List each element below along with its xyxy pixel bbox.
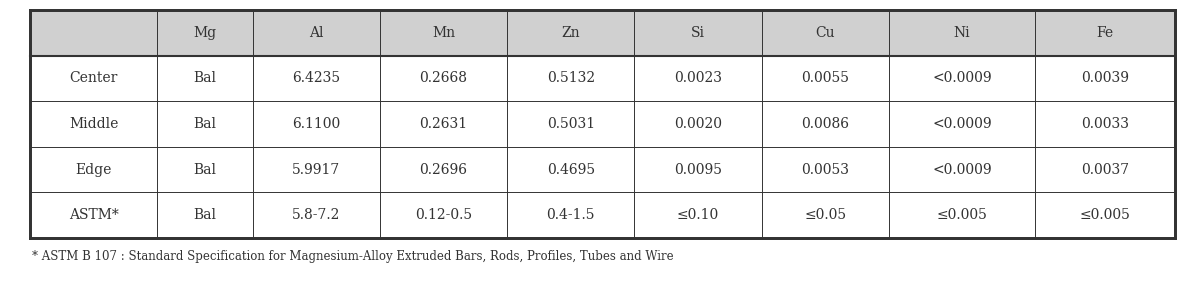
Bar xyxy=(1035,101,1176,147)
Text: 6.4235: 6.4235 xyxy=(292,71,340,85)
Text: Fe: Fe xyxy=(1096,26,1113,40)
Bar xyxy=(30,56,157,101)
Bar xyxy=(1035,10,1176,56)
Text: ≤0.05: ≤0.05 xyxy=(804,208,846,222)
Bar xyxy=(762,101,888,147)
Bar xyxy=(888,10,1035,56)
Text: 0.12-0.5: 0.12-0.5 xyxy=(415,208,472,222)
Bar xyxy=(635,10,762,56)
Text: Mg: Mg xyxy=(194,26,216,40)
Text: Cu: Cu xyxy=(815,26,835,40)
Bar xyxy=(252,147,380,192)
Text: 0.0095: 0.0095 xyxy=(674,163,722,177)
Text: ≤0.10: ≤0.10 xyxy=(677,208,719,222)
Bar xyxy=(30,101,157,147)
Text: 5.9917: 5.9917 xyxy=(292,163,340,177)
Text: 0.0039: 0.0039 xyxy=(1081,71,1129,85)
Bar xyxy=(507,56,635,101)
Text: 0.0037: 0.0037 xyxy=(1081,163,1129,177)
Text: Mn: Mn xyxy=(432,26,456,40)
Text: Bal: Bal xyxy=(194,163,216,177)
Text: 0.5132: 0.5132 xyxy=(547,71,595,85)
Bar xyxy=(157,10,252,56)
Bar xyxy=(507,192,635,238)
Bar xyxy=(507,147,635,192)
Text: Bal: Bal xyxy=(194,71,216,85)
Text: * ASTM B 107 : Standard Specification for Magnesium-Alloy Extruded Bars, Rods, P: * ASTM B 107 : Standard Specification fo… xyxy=(32,250,673,263)
Text: Center: Center xyxy=(70,71,118,85)
Bar xyxy=(762,192,888,238)
Text: 5.8-7.2: 5.8-7.2 xyxy=(292,208,340,222)
Text: 0.0020: 0.0020 xyxy=(674,117,722,131)
Text: 0.2631: 0.2631 xyxy=(419,117,468,131)
Bar xyxy=(380,101,507,147)
Bar xyxy=(380,192,507,238)
Text: 0.0055: 0.0055 xyxy=(802,71,849,85)
Bar xyxy=(1035,192,1176,238)
Text: ≤0.005: ≤0.005 xyxy=(1079,208,1130,222)
Bar xyxy=(1035,56,1176,101)
Text: <0.0009: <0.0009 xyxy=(932,117,992,131)
Bar xyxy=(380,147,507,192)
Bar xyxy=(635,192,762,238)
Text: Zn: Zn xyxy=(561,26,581,40)
Bar xyxy=(30,192,157,238)
Text: 0.4695: 0.4695 xyxy=(547,163,595,177)
Bar xyxy=(157,101,252,147)
Bar xyxy=(30,147,157,192)
Text: 0.2696: 0.2696 xyxy=(419,163,468,177)
Bar xyxy=(380,10,507,56)
Bar xyxy=(157,192,252,238)
Bar xyxy=(635,147,762,192)
Bar xyxy=(635,56,762,101)
Text: Ni: Ni xyxy=(953,26,970,40)
Text: 0.4-1.5: 0.4-1.5 xyxy=(547,208,595,222)
Text: Middle: Middle xyxy=(69,117,118,131)
Bar xyxy=(252,56,380,101)
Bar xyxy=(507,10,635,56)
Text: 6.1100: 6.1100 xyxy=(292,117,340,131)
Bar xyxy=(1035,147,1176,192)
Bar xyxy=(888,147,1035,192)
Text: Bal: Bal xyxy=(194,117,216,131)
Text: Si: Si xyxy=(691,26,704,40)
Text: 0.2668: 0.2668 xyxy=(419,71,468,85)
Bar xyxy=(157,147,252,192)
Text: ASTM*: ASTM* xyxy=(69,208,119,222)
Text: 0.0053: 0.0053 xyxy=(802,163,849,177)
Bar xyxy=(157,56,252,101)
Bar xyxy=(30,10,1176,238)
Text: 0.5031: 0.5031 xyxy=(547,117,595,131)
Bar xyxy=(252,10,380,56)
Bar xyxy=(252,101,380,147)
Bar xyxy=(888,192,1035,238)
Bar xyxy=(635,101,762,147)
Bar xyxy=(507,101,635,147)
Text: <0.0009: <0.0009 xyxy=(932,163,992,177)
Bar xyxy=(380,56,507,101)
Text: Al: Al xyxy=(309,26,323,40)
Bar xyxy=(762,56,888,101)
Bar xyxy=(762,10,888,56)
Text: 0.0086: 0.0086 xyxy=(802,117,849,131)
Bar xyxy=(762,147,888,192)
Bar xyxy=(888,101,1035,147)
Bar xyxy=(252,192,380,238)
Text: Edge: Edge xyxy=(76,163,112,177)
Text: <0.0009: <0.0009 xyxy=(932,71,992,85)
Text: 0.0023: 0.0023 xyxy=(674,71,722,85)
Text: 0.0033: 0.0033 xyxy=(1081,117,1129,131)
Text: ≤0.005: ≤0.005 xyxy=(936,208,987,222)
Bar xyxy=(30,10,157,56)
Bar xyxy=(888,56,1035,101)
Text: Bal: Bal xyxy=(194,208,216,222)
